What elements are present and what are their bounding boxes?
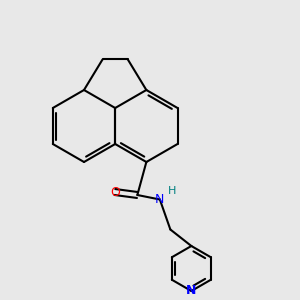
Text: H: H <box>168 185 176 196</box>
Text: N: N <box>155 193 164 206</box>
Text: O: O <box>110 185 120 199</box>
Text: N: N <box>186 284 197 298</box>
